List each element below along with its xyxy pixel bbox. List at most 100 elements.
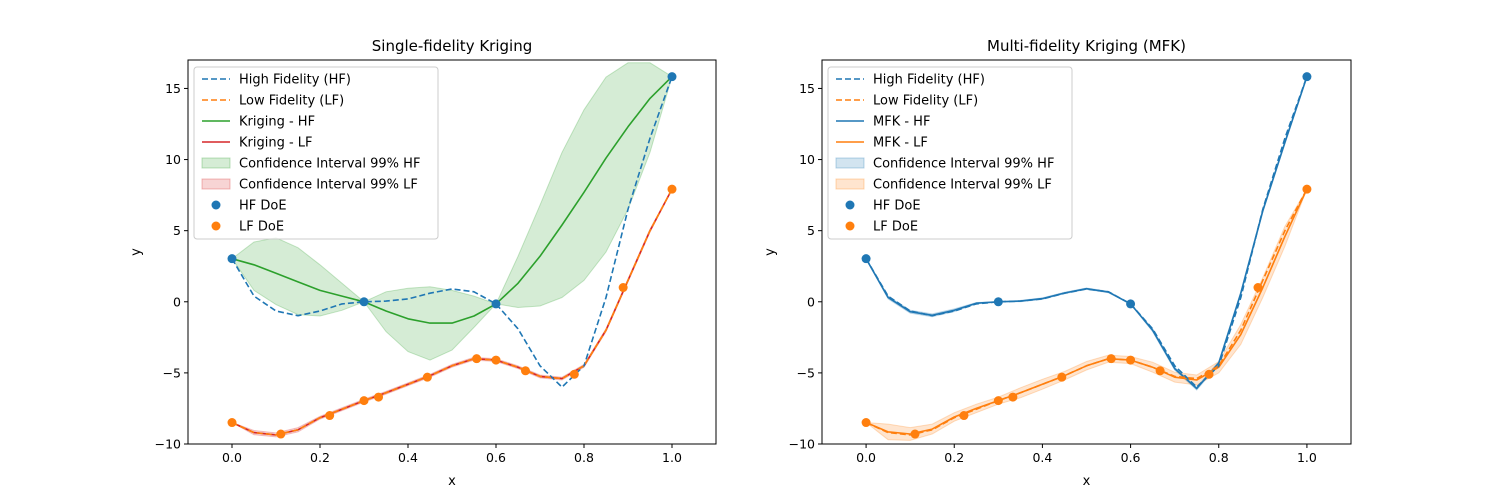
axes-frame xyxy=(187,59,717,445)
x-tick-label: 0.8 xyxy=(1209,450,1229,465)
y-tick-label: 15 xyxy=(799,81,815,96)
doe-point xyxy=(374,392,384,402)
doe-point xyxy=(1302,184,1312,194)
doe-point xyxy=(276,429,286,439)
y-tick-label: 5 xyxy=(807,223,815,238)
chart-title: Single-fidelity Kriging xyxy=(372,37,532,55)
y-tick-label: 15 xyxy=(165,81,181,96)
doe-point xyxy=(422,372,432,382)
doe-point xyxy=(667,184,677,194)
doe-point xyxy=(520,366,530,376)
y-tick-label: −10 xyxy=(789,437,815,452)
legend-marker-swatch xyxy=(845,221,855,231)
doe-point xyxy=(618,283,628,293)
chart-2: 0.0 0.2 0.4 0.6 0.8 1.0 −10 −5 0 5 10 15 x y Multi-fid… xyxy=(763,37,1352,489)
x-tick-label: 0.4 xyxy=(1032,450,1052,465)
doe-point xyxy=(359,297,369,307)
x-tick-label: 1.0 xyxy=(662,450,682,465)
axes-frame xyxy=(821,59,1352,445)
legend-label: Kriging - LF xyxy=(239,136,313,151)
x-tick-label: 0.2 xyxy=(310,450,330,465)
doe-point xyxy=(325,411,335,421)
plot-area xyxy=(227,62,677,439)
x-tick-label: 0.4 xyxy=(398,450,418,465)
chart-1: 0.0 0.2 0.4 0.6 0.8 1.0 −10 −5 0 5 10 15 x y Single-fi… xyxy=(129,37,717,489)
doe-point xyxy=(861,254,871,264)
doe-point xyxy=(1302,72,1312,82)
legend-band-swatch xyxy=(835,157,865,169)
doe-point xyxy=(910,429,920,439)
y-axis-label: y xyxy=(763,248,778,256)
chart-title: Multi-fidelity Kriging (MFK) xyxy=(987,37,1186,55)
legend-label: MFK - HF xyxy=(873,115,930,130)
legend-label: LF DoE xyxy=(873,220,918,235)
doe-point xyxy=(1057,372,1067,382)
x-tick-label: 1.0 xyxy=(1297,450,1317,465)
legend-label: Low Fidelity (LF) xyxy=(239,94,344,109)
doe-point xyxy=(472,354,482,364)
doe-point xyxy=(227,254,237,264)
legend-label: Confidence Interval 99% HF xyxy=(873,157,1054,172)
legend-label: Confidence Interval 99% LF xyxy=(873,178,1052,193)
reference-line-3 xyxy=(865,76,1308,388)
legend-label: MFK - LF xyxy=(873,136,928,151)
x-tick-label: 0.0 xyxy=(222,450,242,465)
x-tick-label: 0.6 xyxy=(486,450,506,465)
doe-point xyxy=(993,396,1003,406)
x-axis-label: x xyxy=(448,474,456,489)
doe-point xyxy=(491,355,501,365)
y-tick-label: 0 xyxy=(807,294,815,309)
doe-point xyxy=(1155,366,1165,376)
legend-box xyxy=(827,66,1073,240)
model-line-1 xyxy=(231,76,673,324)
legend-label: LF DoE xyxy=(239,220,284,235)
legend-label: Low Fidelity (LF) xyxy=(873,94,978,109)
doe-point xyxy=(959,411,969,421)
reference-line-4 xyxy=(231,188,673,436)
y-tick-label: 10 xyxy=(799,152,815,167)
reference-line-3 xyxy=(231,76,673,388)
legend: High Fidelity (HF) Low Fidelity (LF) MFK -… xyxy=(827,66,1073,240)
legend: High Fidelity (HF) Low Fidelity (LF) Krigi… xyxy=(193,66,439,240)
legend-label: Confidence Interval 99% LF xyxy=(239,178,418,193)
doe-point xyxy=(1126,355,1136,365)
legend-marker-swatch xyxy=(845,200,855,210)
doe-point xyxy=(667,72,677,82)
legend-marker-swatch xyxy=(211,200,221,210)
doe-point xyxy=(569,369,579,379)
doe-point xyxy=(491,299,501,309)
legend-band-swatch xyxy=(201,178,231,190)
y-tick-label: 10 xyxy=(165,152,181,167)
doe-point xyxy=(1106,354,1116,364)
legend-label: Confidence Interval 99% HF xyxy=(239,157,420,172)
y-tick-label: −5 xyxy=(797,365,815,380)
legend-band-swatch xyxy=(835,178,865,190)
legend-label: High Fidelity (HF) xyxy=(873,73,985,88)
plot-area xyxy=(861,72,1312,441)
legend-marker-swatch xyxy=(211,221,221,231)
x-tick-label: 0.8 xyxy=(574,450,594,465)
x-axis-label: x xyxy=(1083,474,1091,489)
doe-point xyxy=(359,396,369,406)
legend-box xyxy=(193,66,439,240)
y-tick-label: −10 xyxy=(155,437,181,452)
reference-line-4 xyxy=(865,188,1308,436)
doe-point xyxy=(861,418,871,428)
legend-label: HF DoE xyxy=(239,199,287,214)
doe-point xyxy=(1204,369,1214,379)
x-tick-label: 0.6 xyxy=(1121,450,1141,465)
legend-band-swatch xyxy=(201,157,231,169)
doe-point xyxy=(993,297,1003,307)
doe-point xyxy=(1126,299,1136,309)
x-tick-label: 0.0 xyxy=(856,450,876,465)
legend-label: High Fidelity (HF) xyxy=(239,73,351,88)
doe-point xyxy=(1008,392,1018,402)
y-axis-label: y xyxy=(129,248,144,256)
doe-point xyxy=(1253,283,1263,293)
y-tick-label: 5 xyxy=(173,223,181,238)
x-tick-label: 0.2 xyxy=(944,450,964,465)
legend-label: Kriging - HF xyxy=(239,115,315,130)
y-tick-label: 0 xyxy=(173,294,181,309)
y-tick-label: −5 xyxy=(163,365,181,380)
